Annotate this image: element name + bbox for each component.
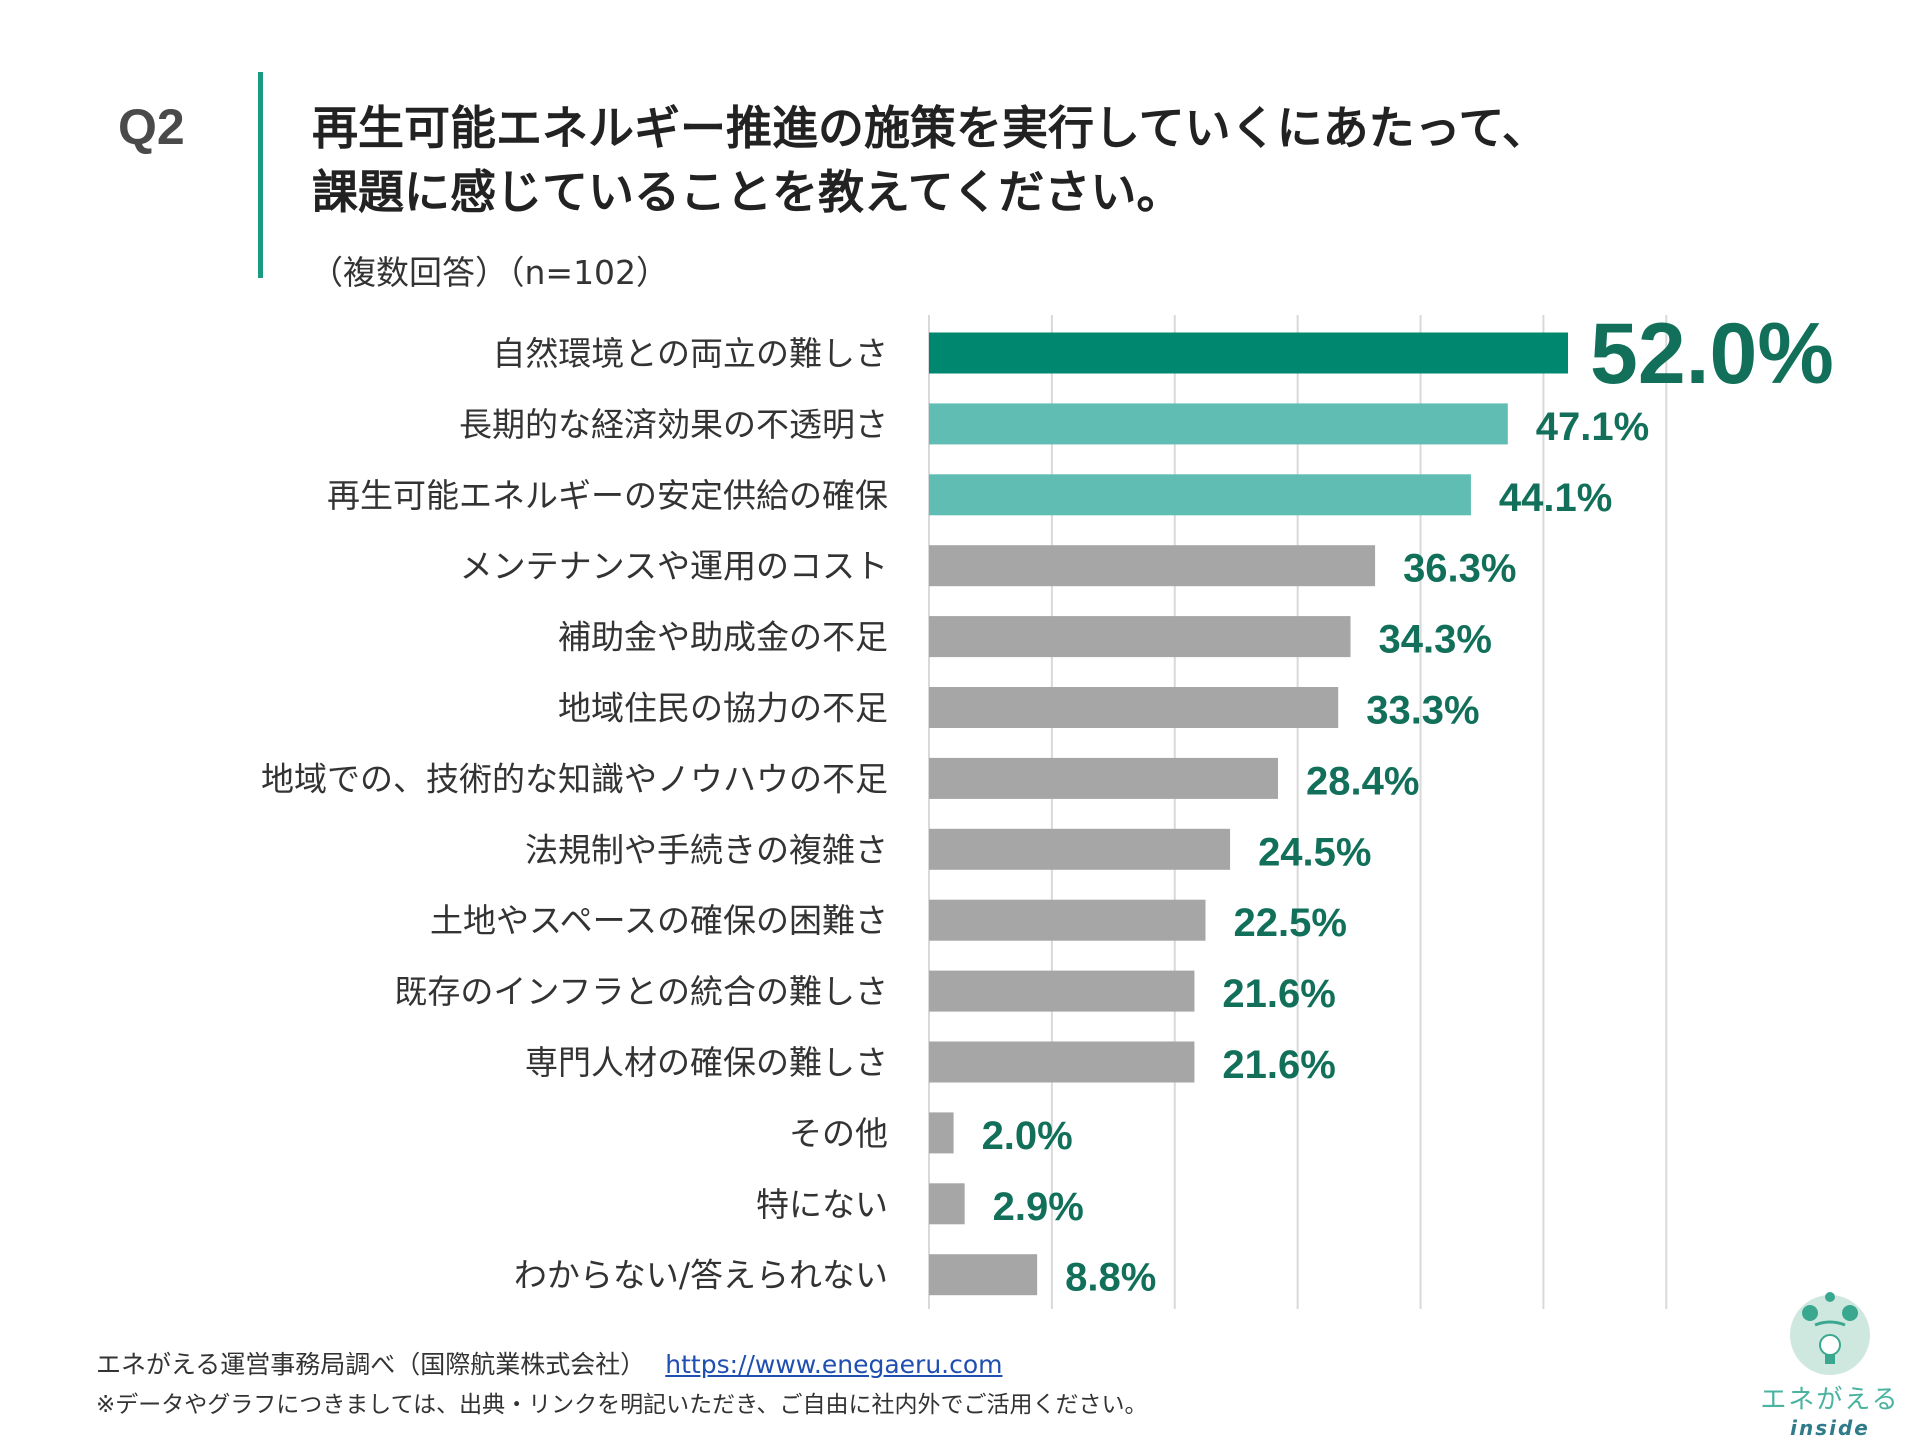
title-line-2: 課題に感じていることを教えてください。 xyxy=(312,165,1183,219)
bar xyxy=(929,1112,954,1154)
enegaeru-logo: エネがえる inside xyxy=(1755,1285,1905,1440)
category-label: その他 xyxy=(789,1114,888,1153)
category-label: 専門人材の確保の難しさ xyxy=(525,1043,888,1082)
category-label: 既存のインフラとの統合の難しさ xyxy=(394,972,888,1011)
category-label: 地域での、技術的な知識やノウハウの不足 xyxy=(261,759,888,798)
value-label: 28.4% xyxy=(1306,759,1419,803)
divider xyxy=(258,72,263,278)
value-label: 52.0% xyxy=(1590,306,1834,402)
value-label: 44.1% xyxy=(1499,476,1612,520)
subtitle: （複数回答）（n=102） xyxy=(310,253,670,292)
bar xyxy=(929,828,1231,870)
category-label: 補助金や助成金の不足 xyxy=(558,618,888,657)
bar xyxy=(929,616,1351,658)
value-label: 22.5% xyxy=(1233,901,1346,945)
value-label: 8.8% xyxy=(1065,1256,1156,1300)
value-label: 2.0% xyxy=(982,1114,1073,1158)
usage-note: ※データやグラフにつきましては、出典・リンクを明記いただき、ご自由に社内外でご活… xyxy=(96,1392,1148,1418)
value-label: 21.6% xyxy=(1222,1043,1335,1087)
bar xyxy=(929,474,1471,516)
logo-subtext: inside xyxy=(1790,1416,1870,1440)
bar xyxy=(929,970,1195,1012)
category-label: 地域住民の協力の不足 xyxy=(558,689,888,728)
bar xyxy=(929,687,1339,728)
value-label: 24.5% xyxy=(1258,830,1371,874)
bar xyxy=(929,403,1508,445)
bar xyxy=(929,899,1206,941)
source-link[interactable]: https://www.enegaeru.com xyxy=(665,1350,1003,1379)
category-label: 再生可能エネルギーの安定供給の確保 xyxy=(327,476,888,515)
value-label: 33.3% xyxy=(1366,689,1479,733)
page-title: 再生可能エネルギー推進の施策を実行していくにあたって、 課題に感じていることを教… xyxy=(312,96,1548,224)
category-label: 土地やスペースの確保の困難さ xyxy=(430,901,888,940)
source-line: エネがえる運営事務局調べ（国際航業株式会社） https://www.enegae… xyxy=(96,1345,1003,1381)
value-label: 21.6% xyxy=(1222,972,1335,1016)
bar xyxy=(929,757,1278,799)
logo-text: エネがえる xyxy=(1760,1385,1900,1415)
bar xyxy=(929,332,1568,374)
title-line-1: 再生可能エネルギー推進の施策を実行していくにあたって、 xyxy=(312,101,1549,155)
bar xyxy=(929,1254,1038,1296)
frog-bulb-icon xyxy=(1790,1292,1870,1375)
category-label: 自然環境との両立の難しさ xyxy=(492,334,888,373)
value-label: 2.9% xyxy=(993,1185,1084,1229)
bar xyxy=(929,1183,965,1225)
category-label: 長期的な経済効果の不透明さ xyxy=(459,405,888,444)
bar xyxy=(929,1041,1195,1083)
category-label: わからない/答えられない xyxy=(514,1256,888,1295)
value-label: 34.3% xyxy=(1378,618,1491,662)
bar xyxy=(929,545,1376,587)
category-label: 法規制や手続きの複雑さ xyxy=(525,830,888,869)
question-number: Q2 xyxy=(118,99,185,155)
source-text: エネがえる運営事務局調べ（国際航業株式会社） xyxy=(96,1350,646,1379)
value-label: 36.3% xyxy=(1403,547,1516,591)
value-label: 47.1% xyxy=(1536,405,1649,449)
category-label: 特にない xyxy=(756,1185,888,1224)
category-label: メンテナンスや運用のコスト xyxy=(460,547,888,586)
